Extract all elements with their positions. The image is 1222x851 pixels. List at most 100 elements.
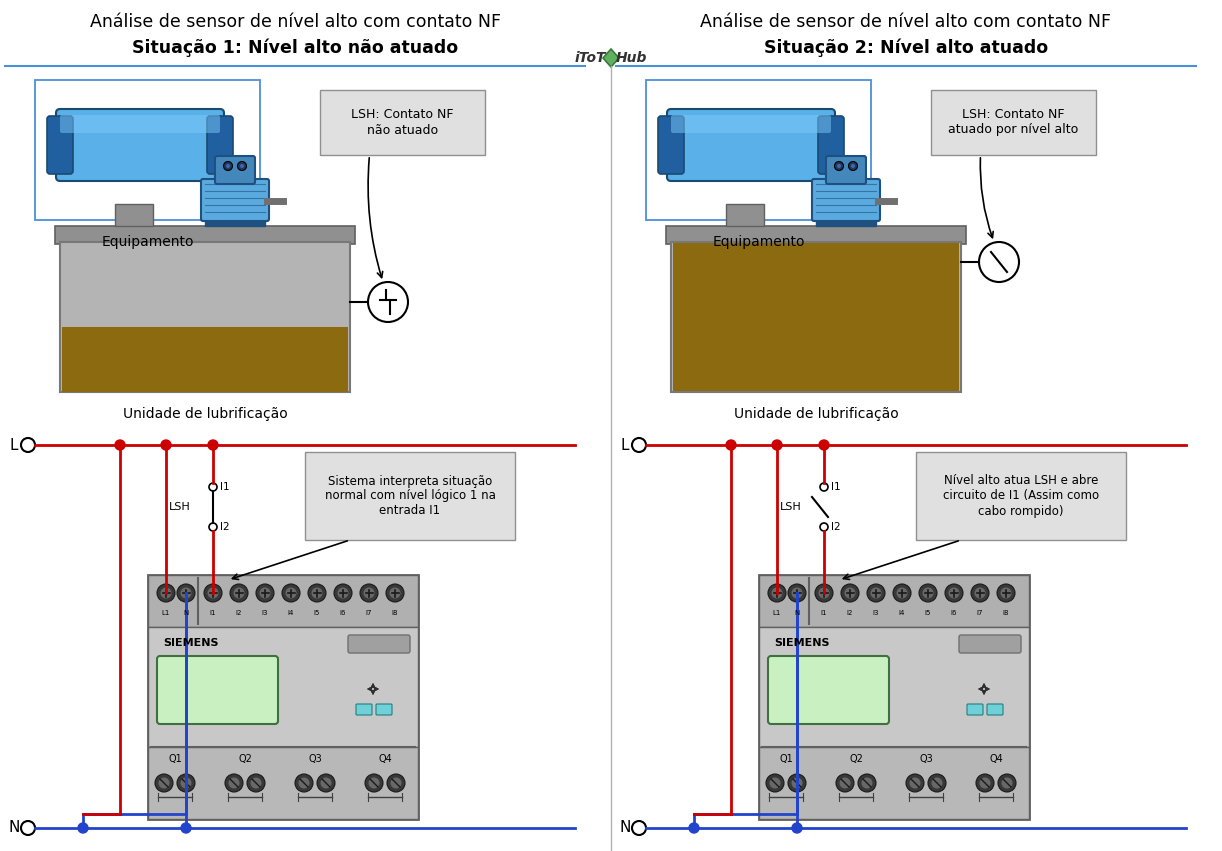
Circle shape	[820, 483, 829, 491]
FancyBboxPatch shape	[156, 656, 277, 724]
Text: N: N	[794, 610, 799, 616]
Circle shape	[240, 164, 244, 168]
FancyBboxPatch shape	[56, 109, 224, 181]
FancyBboxPatch shape	[657, 116, 684, 174]
Text: I1: I1	[210, 610, 216, 616]
Text: I6: I6	[951, 610, 957, 616]
Circle shape	[927, 774, 946, 792]
Text: I4: I4	[288, 610, 295, 616]
Circle shape	[1001, 587, 1012, 598]
Circle shape	[851, 164, 855, 168]
Text: LSH: LSH	[170, 502, 191, 512]
Circle shape	[862, 778, 873, 789]
FancyBboxPatch shape	[46, 116, 73, 174]
Circle shape	[209, 523, 218, 531]
Text: I4: I4	[899, 610, 906, 616]
FancyBboxPatch shape	[759, 575, 1029, 627]
Text: I5: I5	[925, 610, 931, 616]
Circle shape	[233, 587, 244, 598]
Text: N: N	[620, 820, 631, 836]
Circle shape	[815, 584, 833, 602]
FancyBboxPatch shape	[148, 575, 418, 627]
Text: I2: I2	[847, 610, 853, 616]
Circle shape	[159, 778, 170, 789]
Circle shape	[156, 584, 175, 602]
FancyBboxPatch shape	[62, 327, 348, 392]
Polygon shape	[602, 49, 620, 67]
FancyBboxPatch shape	[759, 627, 1029, 747]
FancyBboxPatch shape	[959, 635, 1022, 653]
Circle shape	[208, 440, 218, 450]
Circle shape	[337, 587, 348, 598]
Text: Q3: Q3	[308, 754, 321, 764]
Circle shape	[226, 164, 230, 168]
Circle shape	[767, 584, 786, 602]
Circle shape	[115, 440, 125, 450]
Text: Q1: Q1	[169, 754, 182, 764]
FancyBboxPatch shape	[673, 243, 959, 391]
Circle shape	[632, 821, 646, 835]
Text: L1: L1	[161, 610, 170, 616]
FancyBboxPatch shape	[987, 704, 1003, 715]
FancyBboxPatch shape	[767, 656, 888, 724]
FancyBboxPatch shape	[55, 226, 356, 244]
Circle shape	[286, 587, 297, 598]
Text: Unidade de lubrificação: Unidade de lubrificação	[733, 407, 898, 421]
Circle shape	[726, 440, 736, 450]
Circle shape	[255, 584, 274, 602]
Circle shape	[788, 774, 807, 792]
FancyBboxPatch shape	[376, 704, 392, 715]
FancyBboxPatch shape	[348, 635, 411, 653]
Circle shape	[365, 774, 382, 792]
Text: Q4: Q4	[378, 754, 392, 764]
Circle shape	[368, 282, 408, 322]
FancyBboxPatch shape	[916, 452, 1125, 540]
Circle shape	[971, 584, 989, 602]
Text: I3: I3	[873, 610, 880, 616]
Circle shape	[837, 164, 841, 168]
Circle shape	[308, 584, 326, 602]
Text: Hub: Hub	[616, 51, 648, 65]
Text: I6: I6	[340, 610, 346, 616]
FancyBboxPatch shape	[320, 90, 485, 155]
Circle shape	[948, 587, 959, 598]
Circle shape	[632, 438, 646, 452]
Circle shape	[251, 778, 262, 789]
Circle shape	[224, 162, 232, 170]
Circle shape	[870, 587, 881, 598]
FancyBboxPatch shape	[646, 80, 871, 220]
FancyBboxPatch shape	[667, 109, 835, 181]
Text: Q4: Q4	[989, 754, 1003, 764]
Circle shape	[766, 774, 785, 792]
FancyBboxPatch shape	[826, 156, 866, 184]
Circle shape	[229, 778, 240, 789]
Circle shape	[259, 587, 270, 598]
Circle shape	[858, 774, 876, 792]
FancyBboxPatch shape	[671, 115, 831, 133]
Circle shape	[320, 778, 331, 789]
Circle shape	[772, 440, 782, 450]
Circle shape	[247, 774, 265, 792]
Circle shape	[225, 774, 243, 792]
Text: Análise de sensor de nível alto com contato NF: Análise de sensor de nível alto com cont…	[700, 13, 1112, 31]
Circle shape	[181, 587, 192, 598]
Text: I2: I2	[831, 522, 841, 532]
Circle shape	[391, 778, 402, 789]
Text: SIEMENS: SIEMENS	[163, 638, 219, 648]
FancyBboxPatch shape	[207, 116, 233, 174]
Circle shape	[771, 587, 782, 598]
Circle shape	[21, 821, 35, 835]
Circle shape	[906, 774, 924, 792]
Circle shape	[295, 774, 313, 792]
Text: Q1: Q1	[780, 754, 793, 764]
Circle shape	[689, 823, 699, 833]
Circle shape	[820, 523, 829, 531]
Text: I3: I3	[262, 610, 269, 616]
Circle shape	[312, 587, 323, 598]
Circle shape	[21, 438, 35, 452]
FancyBboxPatch shape	[200, 179, 269, 221]
Circle shape	[945, 584, 963, 602]
Text: Nível alto atua LSH e abre
circuito de I1 (Assim como
cabo rompido): Nível alto atua LSH e abre circuito de I…	[943, 475, 1099, 517]
Circle shape	[334, 584, 352, 602]
Circle shape	[836, 774, 854, 792]
